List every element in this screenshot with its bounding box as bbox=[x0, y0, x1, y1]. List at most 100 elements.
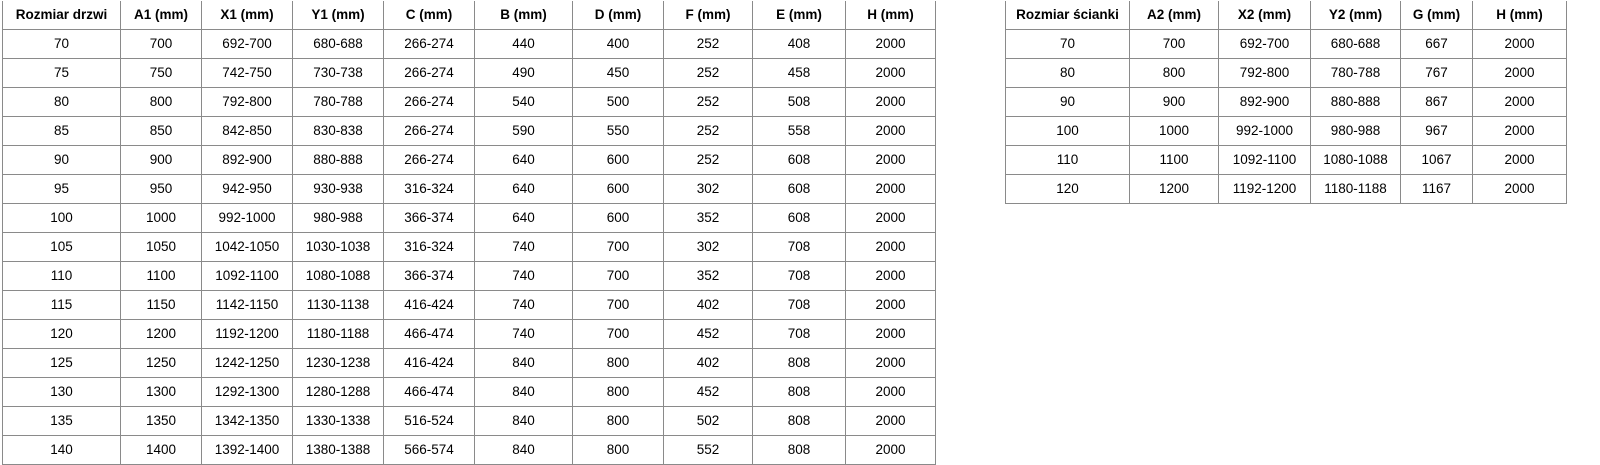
cell: 840 bbox=[474, 377, 573, 407]
cell: 416-424 bbox=[383, 290, 475, 320]
cell: 452 bbox=[663, 377, 753, 407]
cell: 366-374 bbox=[383, 261, 475, 291]
cell: 252 bbox=[663, 87, 753, 117]
cell: 120 bbox=[2, 319, 121, 349]
cell: 466-474 bbox=[383, 319, 475, 349]
cell: 2000 bbox=[845, 377, 936, 407]
cell: 2000 bbox=[845, 406, 936, 436]
table-row: 90 900 892-900 880-888 266-274 640 600 2… bbox=[2, 145, 936, 175]
cell: 125 bbox=[2, 348, 121, 378]
cell: 1200 bbox=[1129, 174, 1219, 204]
cell: 850 bbox=[120, 116, 202, 146]
cell: 708 bbox=[752, 290, 846, 320]
cell: 466-474 bbox=[383, 377, 475, 407]
cell: 408 bbox=[752, 29, 846, 59]
door-col-header-c: C (mm) bbox=[383, 1, 475, 30]
cell: 140 bbox=[2, 435, 121, 465]
cell: 800 bbox=[572, 377, 664, 407]
cell: 1100 bbox=[1129, 145, 1219, 175]
cell: 708 bbox=[752, 319, 846, 349]
cell: 502 bbox=[663, 406, 753, 436]
cell: 2000 bbox=[1472, 174, 1567, 204]
cell: 266-274 bbox=[383, 116, 475, 146]
table-row: 130 1300 1292-1300 1280-1288 466-474 840… bbox=[2, 377, 936, 407]
cell: 80 bbox=[1005, 58, 1130, 88]
table-row: 120 1200 1192-1200 1180-1188 1167 2000 bbox=[1005, 174, 1567, 204]
cell: 2000 bbox=[845, 116, 936, 146]
door-size-table: Rozmiar drzwi A1 (mm) X1 (mm) Y1 (mm) C … bbox=[2, 1, 936, 465]
cell: 1280-1288 bbox=[292, 377, 384, 407]
door-col-header-x1: X1 (mm) bbox=[201, 1, 293, 30]
cell: 1250 bbox=[120, 348, 202, 378]
cell: 1080-1088 bbox=[292, 261, 384, 291]
cell: 550 bbox=[572, 116, 664, 146]
cell: 266-274 bbox=[383, 29, 475, 59]
cell: 2000 bbox=[845, 145, 936, 175]
wall-col-header-y2: Y2 (mm) bbox=[1310, 1, 1401, 30]
door-col-header-e: E (mm) bbox=[752, 1, 846, 30]
door-table-head: Rozmiar drzwi A1 (mm) X1 (mm) Y1 (mm) C … bbox=[2, 1, 936, 30]
cell: 700 bbox=[572, 319, 664, 349]
table-row: 70 700 692-700 680-688 266-274 440 400 2… bbox=[2, 29, 936, 59]
cell: 1392-1400 bbox=[201, 435, 293, 465]
cell: 1000 bbox=[1129, 116, 1219, 146]
cell: 740 bbox=[474, 319, 573, 349]
cell: 640 bbox=[474, 145, 573, 175]
cell: 2000 bbox=[845, 435, 936, 465]
cell: 2000 bbox=[1472, 145, 1567, 175]
cell: 252 bbox=[663, 145, 753, 175]
cell: 70 bbox=[2, 29, 121, 59]
cell: 1380-1388 bbox=[292, 435, 384, 465]
cell: 252 bbox=[663, 116, 753, 146]
cell: 808 bbox=[752, 435, 846, 465]
table-row: 135 1350 1342-1350 1330-1338 516-524 840… bbox=[2, 406, 936, 436]
cell: 90 bbox=[1005, 87, 1130, 117]
cell: 842-850 bbox=[201, 116, 293, 146]
cell: 1092-1100 bbox=[201, 261, 293, 291]
cell: 2000 bbox=[1472, 87, 1567, 117]
table-row: 85 850 842-850 830-838 266-274 590 550 2… bbox=[2, 116, 936, 146]
cell: 302 bbox=[663, 232, 753, 262]
cell: 1042-1050 bbox=[201, 232, 293, 262]
door-table-header-row: Rozmiar drzwi A1 (mm) X1 (mm) Y1 (mm) C … bbox=[2, 1, 936, 30]
cell: 1350 bbox=[120, 406, 202, 436]
cell: 942-950 bbox=[201, 174, 293, 204]
cell: 708 bbox=[752, 232, 846, 262]
cell: 516-524 bbox=[383, 406, 475, 436]
door-col-header-a1: A1 (mm) bbox=[120, 1, 202, 30]
cell: 1300 bbox=[120, 377, 202, 407]
cell: 892-900 bbox=[201, 145, 293, 175]
cell: 1080-1088 bbox=[1310, 145, 1401, 175]
cell: 742-750 bbox=[201, 58, 293, 88]
wall-col-header-h: H (mm) bbox=[1472, 1, 1567, 30]
cell: 1000 bbox=[120, 203, 202, 233]
cell: 1100 bbox=[120, 261, 202, 291]
cell: 608 bbox=[752, 203, 846, 233]
cell: 880-888 bbox=[1310, 87, 1401, 117]
cell: 808 bbox=[752, 406, 846, 436]
wall-col-header-a2: A2 (mm) bbox=[1129, 1, 1219, 30]
cell: 2000 bbox=[845, 58, 936, 88]
cell: 800 bbox=[120, 87, 202, 117]
cell: 1167 bbox=[1400, 174, 1473, 204]
table-row: 110 1100 1092-1100 1080-1088 1067 2000 bbox=[1005, 145, 1567, 175]
table-row: 80 800 792-800 780-788 266-274 540 500 2… bbox=[2, 87, 936, 117]
cell: 840 bbox=[474, 406, 573, 436]
cell: 692-700 bbox=[201, 29, 293, 59]
table-row: 75 750 742-750 730-738 266-274 490 450 2… bbox=[2, 58, 936, 88]
cell: 1400 bbox=[120, 435, 202, 465]
cell: 892-900 bbox=[1218, 87, 1311, 117]
cell: 508 bbox=[752, 87, 846, 117]
wall-table-body: 70 700 692-700 680-688 667 2000 80 800 7… bbox=[1005, 29, 1567, 204]
cell: 1292-1300 bbox=[201, 377, 293, 407]
door-col-header-b: B (mm) bbox=[474, 1, 573, 30]
cell: 780-788 bbox=[1310, 58, 1401, 88]
cell: 1142-1150 bbox=[201, 290, 293, 320]
cell: 110 bbox=[1005, 145, 1130, 175]
cell: 1192-1200 bbox=[201, 319, 293, 349]
cell: 2000 bbox=[845, 290, 936, 320]
wall-panel-size-table: Rozmiar ścianki A2 (mm) X2 (mm) Y2 (mm) … bbox=[1005, 1, 1567, 204]
cell: 416-424 bbox=[383, 348, 475, 378]
cell: 780-788 bbox=[292, 87, 384, 117]
